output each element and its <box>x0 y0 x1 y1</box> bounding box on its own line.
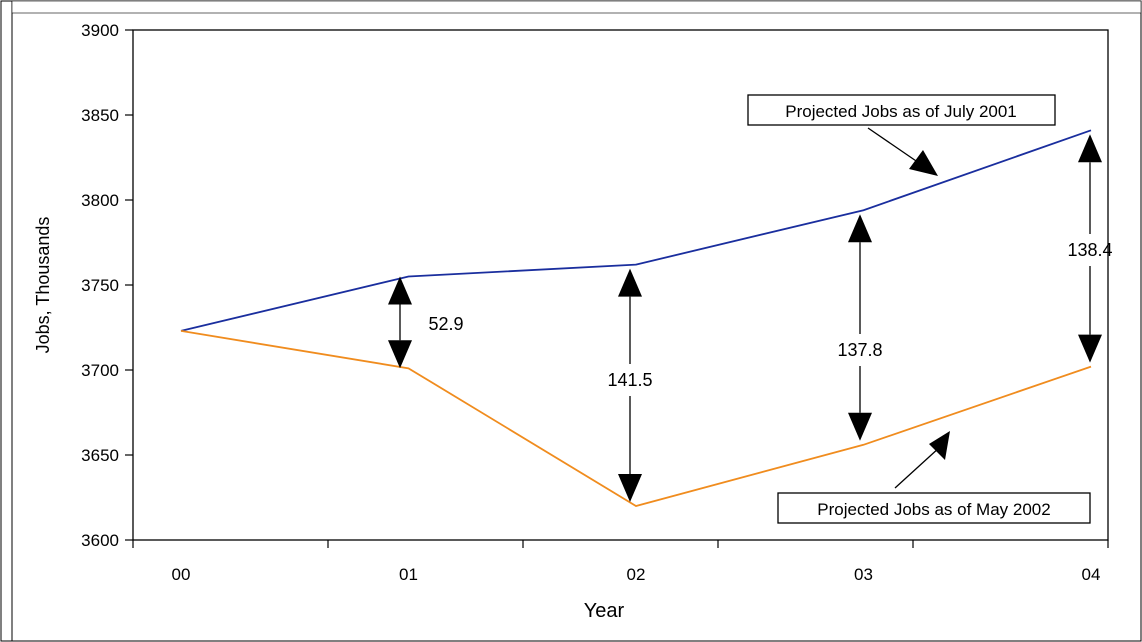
x-tick-label: 02 <box>627 565 646 584</box>
y-tick-label: 3800 <box>81 191 119 210</box>
gap-arrowhead-down <box>1078 334 1102 363</box>
callout-july-2001-label: Projected Jobs as of July 2001 <box>785 102 1017 121</box>
x-tick-label: 04 <box>1082 565 1101 584</box>
x-axis: 00 01 02 03 04 <box>132 540 1109 584</box>
gap-arrowhead-down <box>618 474 642 502</box>
callout-may-2002-pointer <box>894 446 941 489</box>
y-tick-label: 3700 <box>81 361 119 380</box>
y-tick-label: 3750 <box>81 276 119 295</box>
callout-may-2002-box <box>777 492 1091 524</box>
y-axis-title: Jobs, Thousands <box>33 217 53 354</box>
callout-july-2001-box <box>747 94 1056 126</box>
callout-july-2001-arrowhead <box>909 150 938 176</box>
x-tick-label: 00 <box>172 565 191 584</box>
gap-arrow-04: 138.4 <box>1067 134 1113 363</box>
callout-may-2002: Projected Jobs as of May 2002 <box>777 431 1091 524</box>
gap-annotations: 52.9 141.5 137.8 138.4 <box>388 134 1113 502</box>
x-tick-label: 03 <box>854 565 873 584</box>
gap-arrowhead-down <box>388 340 412 369</box>
series-line-may-2002 <box>180 330 1092 507</box>
gap-arrow-01: 52.9 <box>388 276 464 369</box>
x-tick-label: 01 <box>399 565 418 584</box>
gap-arrowhead-up <box>618 268 642 297</box>
gap-label: 141.5 <box>607 370 652 390</box>
x-axis-title: Year <box>584 600 625 622</box>
gap-arrowhead-up <box>388 276 412 305</box>
gap-label: 52.9 <box>428 314 463 334</box>
gap-label: 138.4 <box>1067 240 1112 260</box>
gap-label: 137.8 <box>837 340 882 360</box>
y-tick-label: 3600 <box>81 531 119 550</box>
callout-july-2001: Projected Jobs as of July 2001 <box>747 94 1056 176</box>
gap-arrow-02: 141.5 <box>607 268 653 502</box>
y-tick-label: 3850 <box>81 106 119 125</box>
gap-arrowhead-up <box>848 214 872 243</box>
y-tick-label: 3900 <box>81 21 119 40</box>
series-layer <box>180 129 1092 507</box>
gap-arrow-03: 137.8 <box>837 214 883 441</box>
gap-arrowhead-down <box>848 412 872 441</box>
y-tick-label: 3650 <box>81 446 119 465</box>
gap-arrowhead-up <box>1078 134 1102 163</box>
series-line-july-2001 <box>180 129 1092 332</box>
callout-may-2002-arrowhead <box>929 431 950 460</box>
y-axis: 3600 3650 3700 3750 3800 3850 3900 <box>81 21 133 550</box>
callout-may-2002-label: Projected Jobs as of May 2002 <box>817 500 1050 519</box>
top-strip <box>11 0 1142 14</box>
callout-july-2001-pointer <box>867 127 923 166</box>
